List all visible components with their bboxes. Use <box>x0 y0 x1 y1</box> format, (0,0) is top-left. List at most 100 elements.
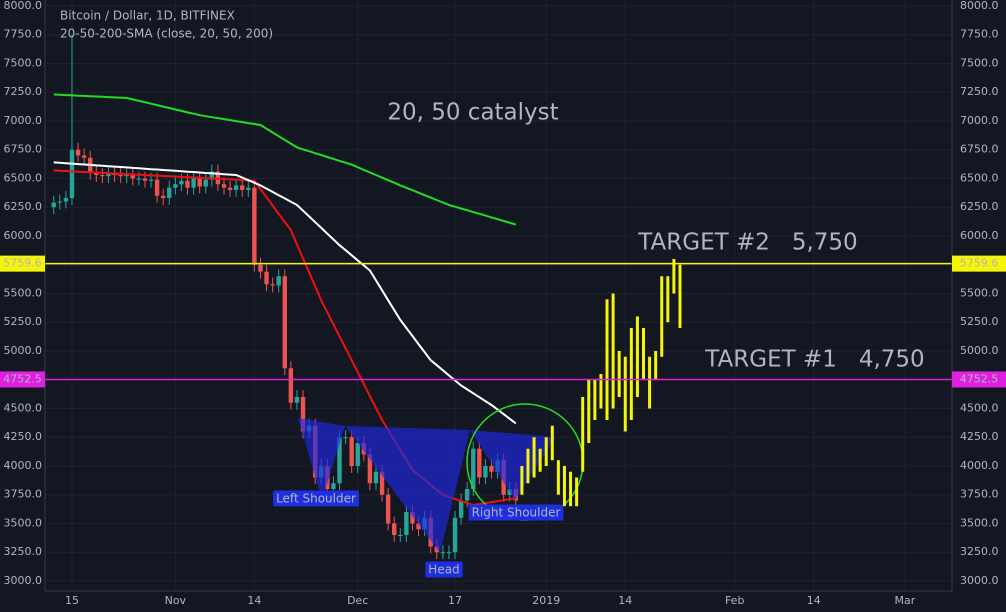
candle-body <box>69 149 75 199</box>
y-tick-label: 7750.0 <box>4 28 43 41</box>
price-label: 4752.5 <box>3 372 42 385</box>
y2-tick-label: 3750.0 <box>960 488 999 501</box>
y2-tick-label: 6750.0 <box>960 143 999 156</box>
price-label-box <box>0 255 45 272</box>
y2-tick-label: 6000.0 <box>960 229 999 242</box>
candle-body <box>349 437 354 466</box>
candle-body <box>398 534 403 536</box>
indicator-label: 20-50-200-SMA (close, 20, 50, 200) <box>60 27 273 41</box>
annotation: TARGET #1 4,750 <box>704 347 924 373</box>
y-tick-label: 3500.0 <box>4 516 43 529</box>
candle-body <box>142 178 148 181</box>
y-tick-label: 7000.0 <box>4 114 43 127</box>
candle-body <box>221 184 227 188</box>
candle-body <box>136 178 142 180</box>
y2-tick-label: 4000.0 <box>960 459 999 472</box>
y-tick-label: 5250.0 <box>4 315 43 328</box>
candle-body <box>173 184 178 188</box>
y-tick-label: 5500.0 <box>4 286 43 299</box>
y2-tick-label: 4500.0 <box>960 401 999 414</box>
candle-body <box>94 172 99 176</box>
price-label: 5759.6 <box>960 257 999 270</box>
y2-tick-label: 3250.0 <box>960 545 999 558</box>
pattern-label-text: Left Shoulder <box>276 492 356 506</box>
y2-tick-label: 5250.0 <box>960 315 999 328</box>
candle-body <box>471 448 476 489</box>
candle-body <box>458 500 464 518</box>
candle-body <box>233 185 239 190</box>
y2-tick-label: 7250.0 <box>960 85 999 98</box>
y-tick-label: 4000.0 <box>4 459 43 472</box>
candle-body <box>252 187 257 265</box>
annotations: 20, 50 catalyst TARGET #2 5,750 TARGET #1 … <box>45 100 952 578</box>
candle-body <box>100 175 105 177</box>
x-tick-label: 17 <box>448 594 462 607</box>
candle-body <box>483 465 488 478</box>
candle-body <box>343 437 348 439</box>
y2-tick-label: 7750.0 <box>960 28 999 41</box>
right-axis <box>952 0 1006 591</box>
candle-body <box>410 511 415 524</box>
candle-body <box>452 517 458 553</box>
candle-body <box>75 149 81 156</box>
candle-body <box>434 546 439 553</box>
y-tick-label: 5000.0 <box>4 344 43 357</box>
candle-body <box>246 187 251 190</box>
candle-body <box>148 179 154 181</box>
candle-body <box>167 187 172 199</box>
y-tick-label: 6000.0 <box>4 229 43 242</box>
candle-body <box>300 396 306 432</box>
candle-body <box>489 465 494 472</box>
left-axis <box>0 0 45 591</box>
pattern-label-box <box>425 561 463 578</box>
y2-tick-label: 7000.0 <box>960 114 999 127</box>
annotation: 20, 50 catalyst <box>387 100 558 126</box>
candle-body <box>385 494 391 524</box>
sma-line <box>53 93 517 226</box>
candle-body <box>282 276 287 369</box>
y-tick-label: 4500.0 <box>4 401 43 414</box>
candle-body <box>154 179 160 196</box>
y2-tick-label: 5000.0 <box>960 344 999 357</box>
candle-body <box>392 523 397 535</box>
candle-body <box>106 172 111 177</box>
pattern-label-text: Right Shoulder <box>472 506 561 520</box>
candle-body <box>331 483 336 489</box>
y-tick-label: 6750.0 <box>4 143 43 156</box>
candle-body <box>203 179 208 187</box>
y2-tick-label: 6250.0 <box>960 200 999 213</box>
candle-body <box>51 202 56 208</box>
candle-body <box>160 195 166 199</box>
x-tick-label: 14 <box>807 594 821 607</box>
candle-body <box>264 271 269 285</box>
candle-body <box>440 552 446 554</box>
left-shoulder-shape <box>298 418 345 500</box>
head-shape <box>345 426 470 553</box>
candle-body <box>191 178 196 188</box>
candle-body <box>276 276 281 286</box>
y-tick-label: 7250.0 <box>4 85 43 98</box>
candle-body <box>337 437 342 484</box>
candle-body <box>404 511 409 535</box>
price-label-box <box>952 255 1006 272</box>
candle-body <box>367 454 373 484</box>
x-tick-label: 14 <box>618 594 632 607</box>
price-label: 5759.6 <box>3 257 42 270</box>
candle-body <box>270 284 275 286</box>
candle-body <box>185 180 190 188</box>
sma-line <box>53 161 517 425</box>
y-tick-label: 4250.0 <box>4 430 43 443</box>
y2-tick-label: 7500.0 <box>960 56 999 69</box>
candle-body <box>227 187 233 190</box>
candle-body <box>63 198 69 202</box>
x-tick-label: Feb <box>725 594 744 607</box>
x-tick-label: 2019 <box>532 594 560 607</box>
candle-body <box>197 178 202 187</box>
price-label-box <box>952 371 1006 388</box>
y-tick-label: 3000.0 <box>4 574 43 587</box>
x-tick-label: Mar <box>895 594 916 607</box>
pattern-label-box <box>273 490 359 507</box>
candle-body <box>379 471 385 495</box>
candle-body <box>355 442 360 466</box>
